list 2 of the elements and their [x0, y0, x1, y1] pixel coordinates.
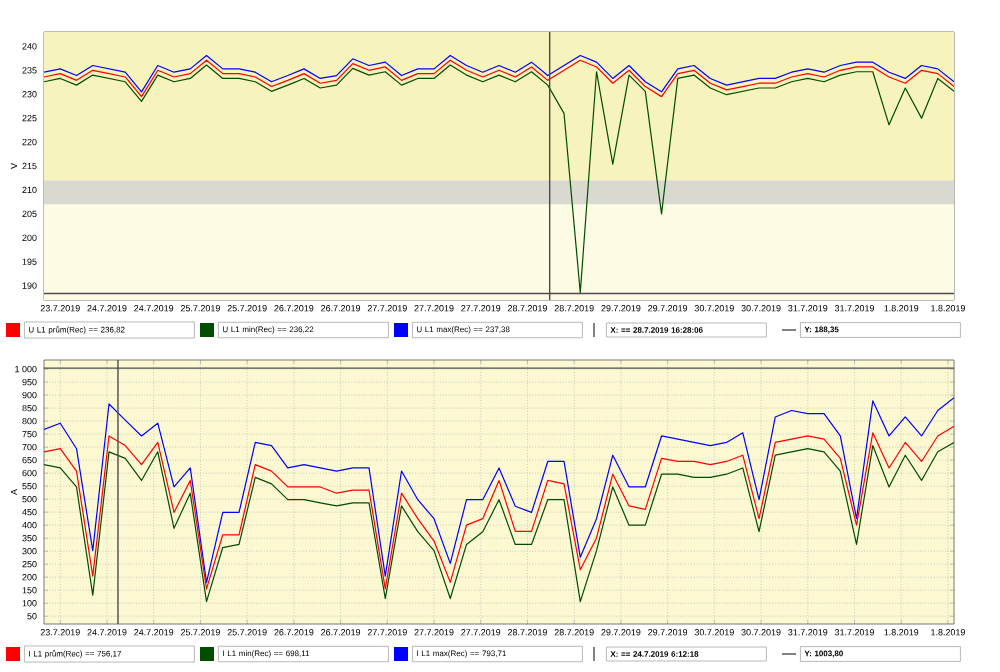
line-series	[44, 397, 955, 583]
line-series	[44, 441, 955, 603]
